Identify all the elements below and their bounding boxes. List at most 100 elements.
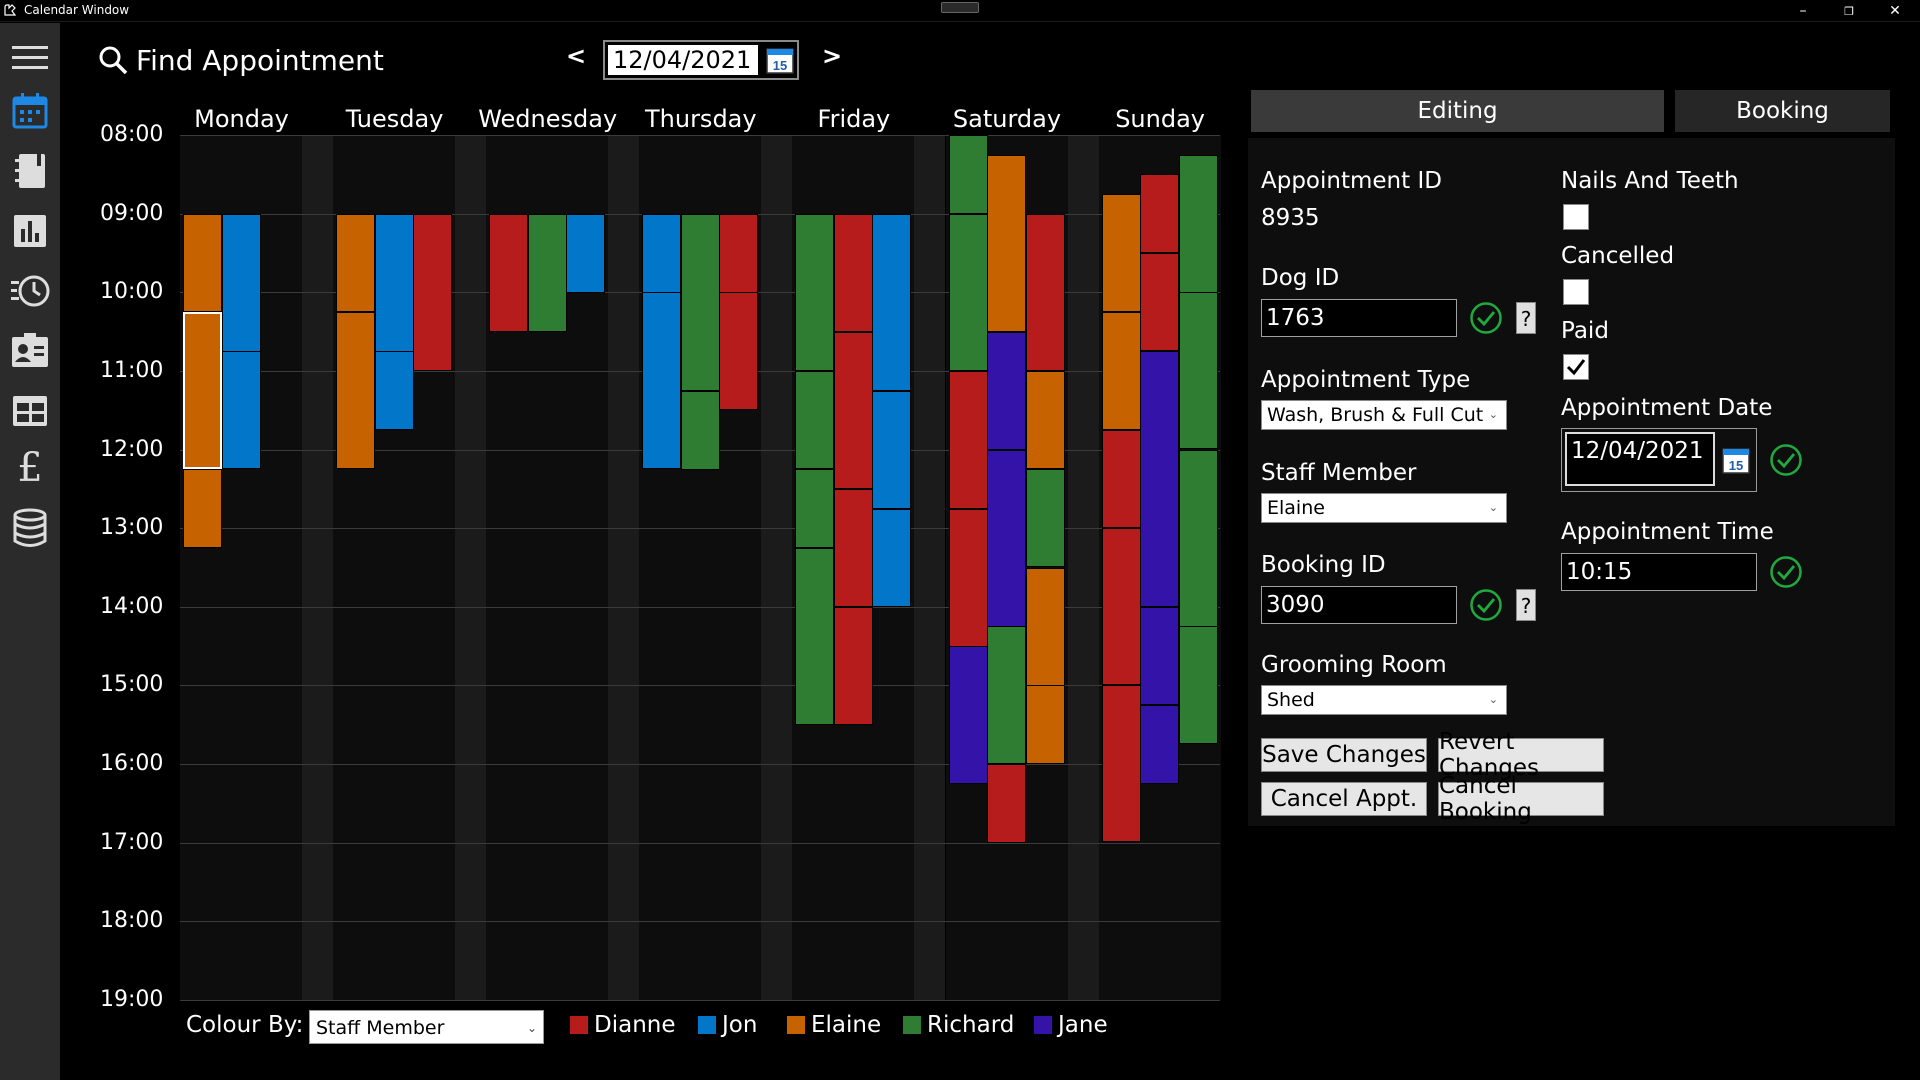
- find-appointment-button[interactable]: Find Appointment: [98, 40, 384, 80]
- appointment-block[interactable]: [1179, 626, 1218, 744]
- bar-chart-icon[interactable]: [10, 211, 50, 251]
- appointment-block[interactable]: [834, 214, 873, 332]
- appointment-block[interactable]: [795, 214, 834, 371]
- cancelled-checkbox[interactable]: [1563, 279, 1589, 305]
- appointment-block[interactable]: [872, 509, 911, 607]
- appointment-block[interactable]: [949, 371, 988, 509]
- appointment-type-select[interactable]: Wash, Brush & Full Cut ⌄: [1261, 400, 1507, 430]
- appointment-block[interactable]: [1102, 194, 1141, 312]
- appointment-block[interactable]: [183, 214, 222, 312]
- appointment-block[interactable]: [872, 391, 911, 509]
- dog-id-help-button[interactable]: ?: [1516, 302, 1536, 334]
- booking-id-input[interactable]: 3090: [1261, 586, 1457, 624]
- appointment-block[interactable]: [566, 214, 605, 293]
- appointment-block[interactable]: [222, 214, 261, 352]
- appointment-block[interactable]: [1140, 253, 1179, 351]
- appointment-block[interactable]: [1179, 292, 1218, 449]
- next-week-button[interactable]: >: [822, 42, 843, 70]
- appointment-block[interactable]: [528, 214, 567, 332]
- appointment-block[interactable]: [949, 646, 988, 784]
- cancel-booking-button[interactable]: Cancel Booking: [1438, 773, 1604, 825]
- appointment-block[interactable]: [1026, 469, 1065, 567]
- appointment-block[interactable]: [681, 391, 720, 470]
- appointment-block[interactable]: [795, 548, 834, 725]
- appointment-date-picker[interactable]: 12/04/2021 15: [1561, 428, 1757, 492]
- appointment-block[interactable]: [987, 155, 1026, 332]
- grooming-room-select[interactable]: Shed ⌄: [1261, 685, 1507, 715]
- appointment-block[interactable]: [795, 469, 834, 548]
- appointment-block[interactable]: [375, 351, 414, 430]
- appointment-block[interactable]: [1102, 312, 1141, 430]
- restore-button[interactable]: ❐: [1844, 4, 1854, 18]
- appointment-date-input[interactable]: 12/04/2021: [1565, 432, 1715, 486]
- colour-by-select[interactable]: Staff Member ⌄: [309, 1010, 544, 1044]
- drag-handle[interactable]: [941, 2, 979, 13]
- appointment-block[interactable]: [834, 489, 873, 607]
- appointment-block[interactable]: [1179, 155, 1218, 293]
- revert-changes-button[interactable]: Revert Changes: [1438, 729, 1604, 781]
- appointment-block[interactable]: [1102, 528, 1141, 685]
- appointment-block[interactable]: [1140, 351, 1179, 607]
- notebook-icon[interactable]: [10, 151, 50, 191]
- appointment-block[interactable]: [872, 214, 911, 391]
- appointment-block[interactable]: [1102, 430, 1141, 528]
- appointment-block[interactable]: [1140, 607, 1179, 705]
- appointment-block[interactable]: [375, 214, 414, 352]
- cancel-appointment-button[interactable]: Cancel Appt.: [1261, 782, 1427, 816]
- table-grid-icon[interactable]: [10, 391, 50, 431]
- appointment-block[interactable]: [183, 469, 222, 548]
- appointment-block[interactable]: [642, 214, 681, 293]
- calendar-picker-icon[interactable]: 15: [1721, 445, 1751, 475]
- appointment-block[interactable]: [1026, 685, 1065, 764]
- nails-and-teeth-checkbox[interactable]: [1563, 204, 1589, 230]
- appointment-block[interactable]: [719, 292, 758, 410]
- week-date-picker[interactable]: 12/04/2021 15: [603, 40, 799, 80]
- dog-id-input[interactable]: 1763: [1261, 299, 1457, 337]
- appointment-block[interactable]: [987, 764, 1026, 843]
- database-icon[interactable]: [10, 508, 50, 548]
- appointment-block[interactable]: [949, 214, 988, 371]
- appointment-block[interactable]: [1179, 450, 1218, 627]
- pound-icon[interactable]: £: [17, 445, 43, 491]
- appointment-block[interactable]: [834, 332, 873, 489]
- appointment-block[interactable]: [336, 312, 375, 469]
- appointment-block[interactable]: [681, 214, 720, 391]
- staff-member-select[interactable]: Elaine ⌄: [1261, 493, 1507, 523]
- booking-id-help-button[interactable]: ?: [1516, 589, 1536, 621]
- appointment-block[interactable]: [834, 607, 873, 725]
- prev-week-button[interactable]: <: [566, 42, 587, 70]
- appointment-block[interactable]: [489, 214, 528, 332]
- appointment-block[interactable]: [949, 509, 988, 647]
- appointment-block[interactable]: [336, 214, 375, 312]
- appointment-time-input[interactable]: 10:15: [1561, 553, 1757, 591]
- contact-card-icon[interactable]: [10, 331, 50, 371]
- paid-checkbox[interactable]: [1563, 354, 1589, 380]
- calendar-picker-icon[interactable]: 15: [765, 45, 795, 75]
- appointment-block[interactable]: [413, 214, 452, 371]
- appointment-block[interactable]: [987, 332, 1026, 450]
- appointment-block[interactable]: [222, 351, 261, 469]
- history-icon[interactable]: [10, 271, 50, 311]
- appointment-block[interactable]: [719, 214, 758, 293]
- week-date-input[interactable]: 12/04/2021: [608, 45, 758, 75]
- appointment-block[interactable]: [1026, 568, 1065, 686]
- appointment-date-label: Appointment Date: [1561, 395, 1773, 421]
- appointment-block[interactable]: [987, 450, 1026, 627]
- calendar-icon[interactable]: [10, 91, 50, 131]
- minimize-button[interactable]: –: [1799, 3, 1807, 19]
- tab-booking[interactable]: Booking: [1675, 90, 1890, 132]
- appointment-block[interactable]: [795, 371, 834, 469]
- appointment-block[interactable]: [642, 292, 681, 469]
- appointment-block[interactable]: [987, 626, 1026, 764]
- appointment-block[interactable]: [949, 135, 988, 214]
- appointment-block[interactable]: [1140, 705, 1179, 784]
- appointment-block[interactable]: [183, 312, 222, 469]
- appointment-block[interactable]: [1102, 685, 1141, 842]
- appointment-block[interactable]: [1026, 214, 1065, 371]
- tab-editing[interactable]: Editing: [1251, 90, 1664, 132]
- save-changes-button[interactable]: Save Changes: [1261, 738, 1427, 772]
- close-button[interactable]: ✕: [1889, 3, 1901, 19]
- appointment-block[interactable]: [1026, 371, 1065, 469]
- appointment-block[interactable]: [1140, 174, 1179, 253]
- hamburger-menu-icon[interactable]: [10, 38, 50, 78]
